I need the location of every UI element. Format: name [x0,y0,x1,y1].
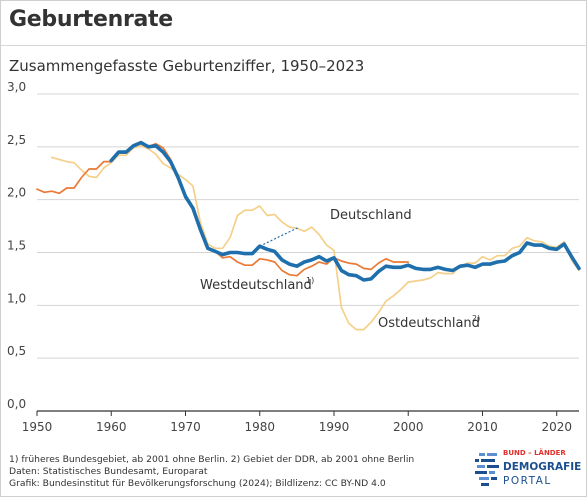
footer-source: Daten: Statistisches Bundesamt, Europara… [9,466,208,477]
title-divider [1,45,586,46]
logo-mark-icon [475,453,499,486]
x-tick-label: 2020 [541,420,572,434]
series-line-ostdeutschland [50,144,580,331]
series-line-westdeutschland [36,142,410,277]
logo-line-3: PORTAL [503,475,552,487]
x-tick-label: 1980 [244,420,275,434]
y-tick-label: 1,5 [7,239,26,253]
x-tick-label: 1990 [319,420,350,434]
x-tick-label: 1950 [22,420,53,434]
x-tick-label: 2010 [467,420,498,434]
x-tick-label: 1970 [170,420,201,434]
series-label-ostdeutschland-sup: 2) [472,314,480,323]
demografie-portal-logo: BUND – LÄNDER DEMOGRAFIE PORTAL [475,447,583,491]
y-tick-label: 0,0 [7,397,26,411]
x-tick-label: 2000 [393,420,424,434]
y-tick-label: 3,0 [7,80,26,94]
y-tick-label: 1,0 [7,291,26,305]
series-line-deutschland [109,140,581,282]
y-tick-label: 2,0 [7,186,26,200]
series-label-deutschland: Deutschland [330,208,412,223]
deutschland-leader-line [259,226,300,247]
series-label-ostdeutschland: Ostdeutschland [378,316,480,331]
series-label-westdeutschland: Westdeutschland [200,278,312,293]
footer-credit: Grafik: Bundesinstitut für Bevölkerungsf… [9,478,386,489]
footer: 1) früheres Bundesgebiet, ab 2001 ohne B… [9,454,414,490]
y-tick-label: 2,5 [7,133,26,147]
series-label-westdeutschland-sup: 1) [306,276,314,285]
line-chart: 0,0 0,5 1,0 1,5 2,0 2,5 3,0 1950 1960 1970 1980 199… [7,80,581,434]
page-title: Geburtenrate [9,7,173,32]
logo-line-1: BUND – LÄNDER [503,449,566,457]
logo-line-2: DEMOGRAFIE [503,461,582,473]
y-tick-label: 0,5 [7,344,26,358]
x-tick-label: 1960 [96,420,127,434]
footer-note: 1) früheres Bundesgebiet, ab 2001 ohne B… [9,454,415,465]
chart-subtitle: Zusammengefasste Geburtenziffer, 1950–20… [9,57,365,75]
